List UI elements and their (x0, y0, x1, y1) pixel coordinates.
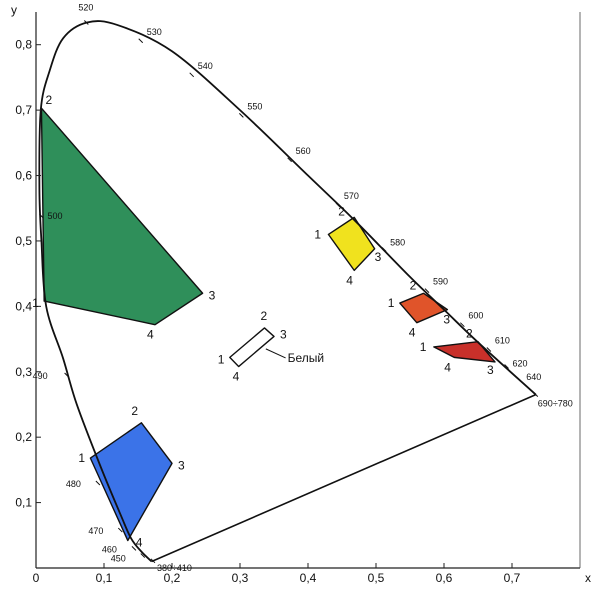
annotations: Белый (265, 348, 324, 365)
wavelength-label: 620 (513, 359, 528, 369)
wavelength-label: 610 (495, 336, 510, 346)
wavelength-tick (95, 480, 101, 486)
vertex-label-white: 1 (218, 352, 225, 366)
wavelength-label: 450 (111, 554, 126, 564)
wavelength-tick (64, 372, 69, 378)
vertex-label-blue: 3 (178, 458, 185, 472)
x-tick-label: 0,1 (96, 571, 113, 585)
wavelength-tick (39, 213, 44, 219)
wavelength-tick (335, 202, 341, 208)
y-tick-label: 0,6 (15, 169, 32, 183)
vertex-label-yellow: 3 (375, 250, 382, 264)
wavelength-label: 570 (344, 191, 359, 201)
vertex-label-blue: 1 (78, 451, 85, 465)
wavelength-tick (138, 38, 144, 44)
region-green (40, 107, 204, 326)
wavelength-label: 380÷410 (157, 563, 192, 573)
region-yellow (327, 216, 376, 272)
vertex-label-yellow: 2 (338, 204, 345, 218)
x-tick-label: 0,6 (436, 571, 453, 585)
wavelength-label: 580 (390, 237, 405, 247)
vertex-label-orange: 1 (388, 296, 395, 310)
wavelength-tick (150, 558, 156, 564)
wavelength-label: 470 (88, 526, 103, 536)
x-axis-label: x (585, 571, 591, 585)
wavelength-tick (521, 381, 527, 387)
x-tick-label: 0,3 (232, 571, 249, 585)
vertex-label-green: 3 (209, 288, 216, 302)
spectral-locus (38, 20, 537, 563)
y-tick-label: 0,3 (15, 365, 32, 379)
purple-line (151, 393, 537, 563)
region-white (229, 327, 275, 368)
vertex-label-white: 2 (260, 309, 267, 323)
x-tick-label: 0,5 (368, 571, 385, 585)
vertex-label-orange: 3 (443, 313, 450, 327)
vertex-label-orange: 2 (410, 278, 417, 292)
x-tick-label: 0 (33, 571, 40, 585)
vertex-label-red: 4 (444, 360, 451, 374)
vertex-label-red: 1 (420, 340, 427, 354)
spectral-locus-group (38, 20, 537, 563)
region-blue (89, 422, 173, 542)
color-regions (40, 107, 496, 542)
wavelength-label: 590 (433, 277, 448, 287)
y-tick-label: 0,2 (15, 430, 32, 444)
wavelength-label: 480 (66, 479, 81, 489)
wavelength-label: 550 (247, 101, 262, 111)
vertex-label-green: 4 (147, 328, 154, 342)
region-orange (399, 292, 449, 324)
x-tick-label: 0,7 (504, 571, 521, 585)
wavelength-tick (424, 288, 430, 294)
y-tick-label: 0,7 (15, 103, 32, 117)
wavelength-label: 520 (78, 2, 93, 12)
wavelength-tick (239, 112, 244, 118)
wavelength-tick (486, 347, 492, 352)
wavelength-tick (381, 247, 387, 252)
x-tick-label: 0,4 (300, 571, 317, 585)
wavelength-tick (140, 553, 146, 558)
wavelength-label: 540 (198, 61, 213, 71)
wavelength-labels: 520 530 540 550 560 570 580 590 600 610 620 640 690÷… (33, 2, 573, 572)
x-tick-label: 0,2 (164, 571, 181, 585)
y-axis-label: y (11, 3, 17, 17)
vertex-label-blue: 4 (136, 536, 143, 550)
region-red (433, 340, 496, 363)
wavelength-tick (460, 322, 465, 328)
wavelength-tick (83, 20, 89, 25)
vertex-label-yellow: 1 (314, 227, 321, 241)
annotation-pointer (265, 348, 286, 359)
y-tick-label: 0,4 (15, 299, 32, 313)
vertex-label-white: 3 (280, 327, 287, 341)
wavelength-label: 500 (47, 211, 62, 221)
wavelength-tick (287, 157, 292, 163)
wavelength-label: 490 (33, 371, 48, 381)
wavelength-tick (189, 72, 195, 78)
annotation-label: Белый (288, 351, 324, 365)
y-tick-label: 0,8 (15, 38, 32, 52)
vertex-label-green: 1 (32, 296, 39, 310)
y-tick-label: 0,1 (15, 496, 32, 510)
vertex-label-orange: 4 (409, 326, 416, 340)
wavelength-label: 560 (296, 146, 311, 156)
wavelength-label: 690÷780 (538, 399, 573, 409)
y-tick-label: 0,5 (15, 234, 32, 248)
wavelength-label: 530 (147, 27, 162, 37)
vertex-label-blue: 2 (131, 404, 138, 418)
axes: 0 0,1 0,2 0,3 0,4 0,5 0,6 0,7 0,1 0,2 0,3 0,4 0,5 0,6… (11, 3, 591, 585)
wavelength-label: 640 (526, 372, 541, 382)
vertex-label-yellow: 4 (346, 273, 353, 287)
wavelength-tick (131, 546, 137, 551)
vertex-label-white: 4 (233, 370, 240, 384)
vertex-label-red: 2 (466, 327, 473, 341)
wavelength-tick (533, 392, 539, 398)
wavelength-tick (504, 364, 509, 369)
vertex-label-green: 2 (45, 93, 52, 107)
wavelength-tick (117, 527, 123, 533)
wavelength-label: 460 (102, 544, 117, 554)
wavelength-label: 600 (468, 311, 483, 321)
vertex-label-red: 3 (487, 363, 494, 377)
